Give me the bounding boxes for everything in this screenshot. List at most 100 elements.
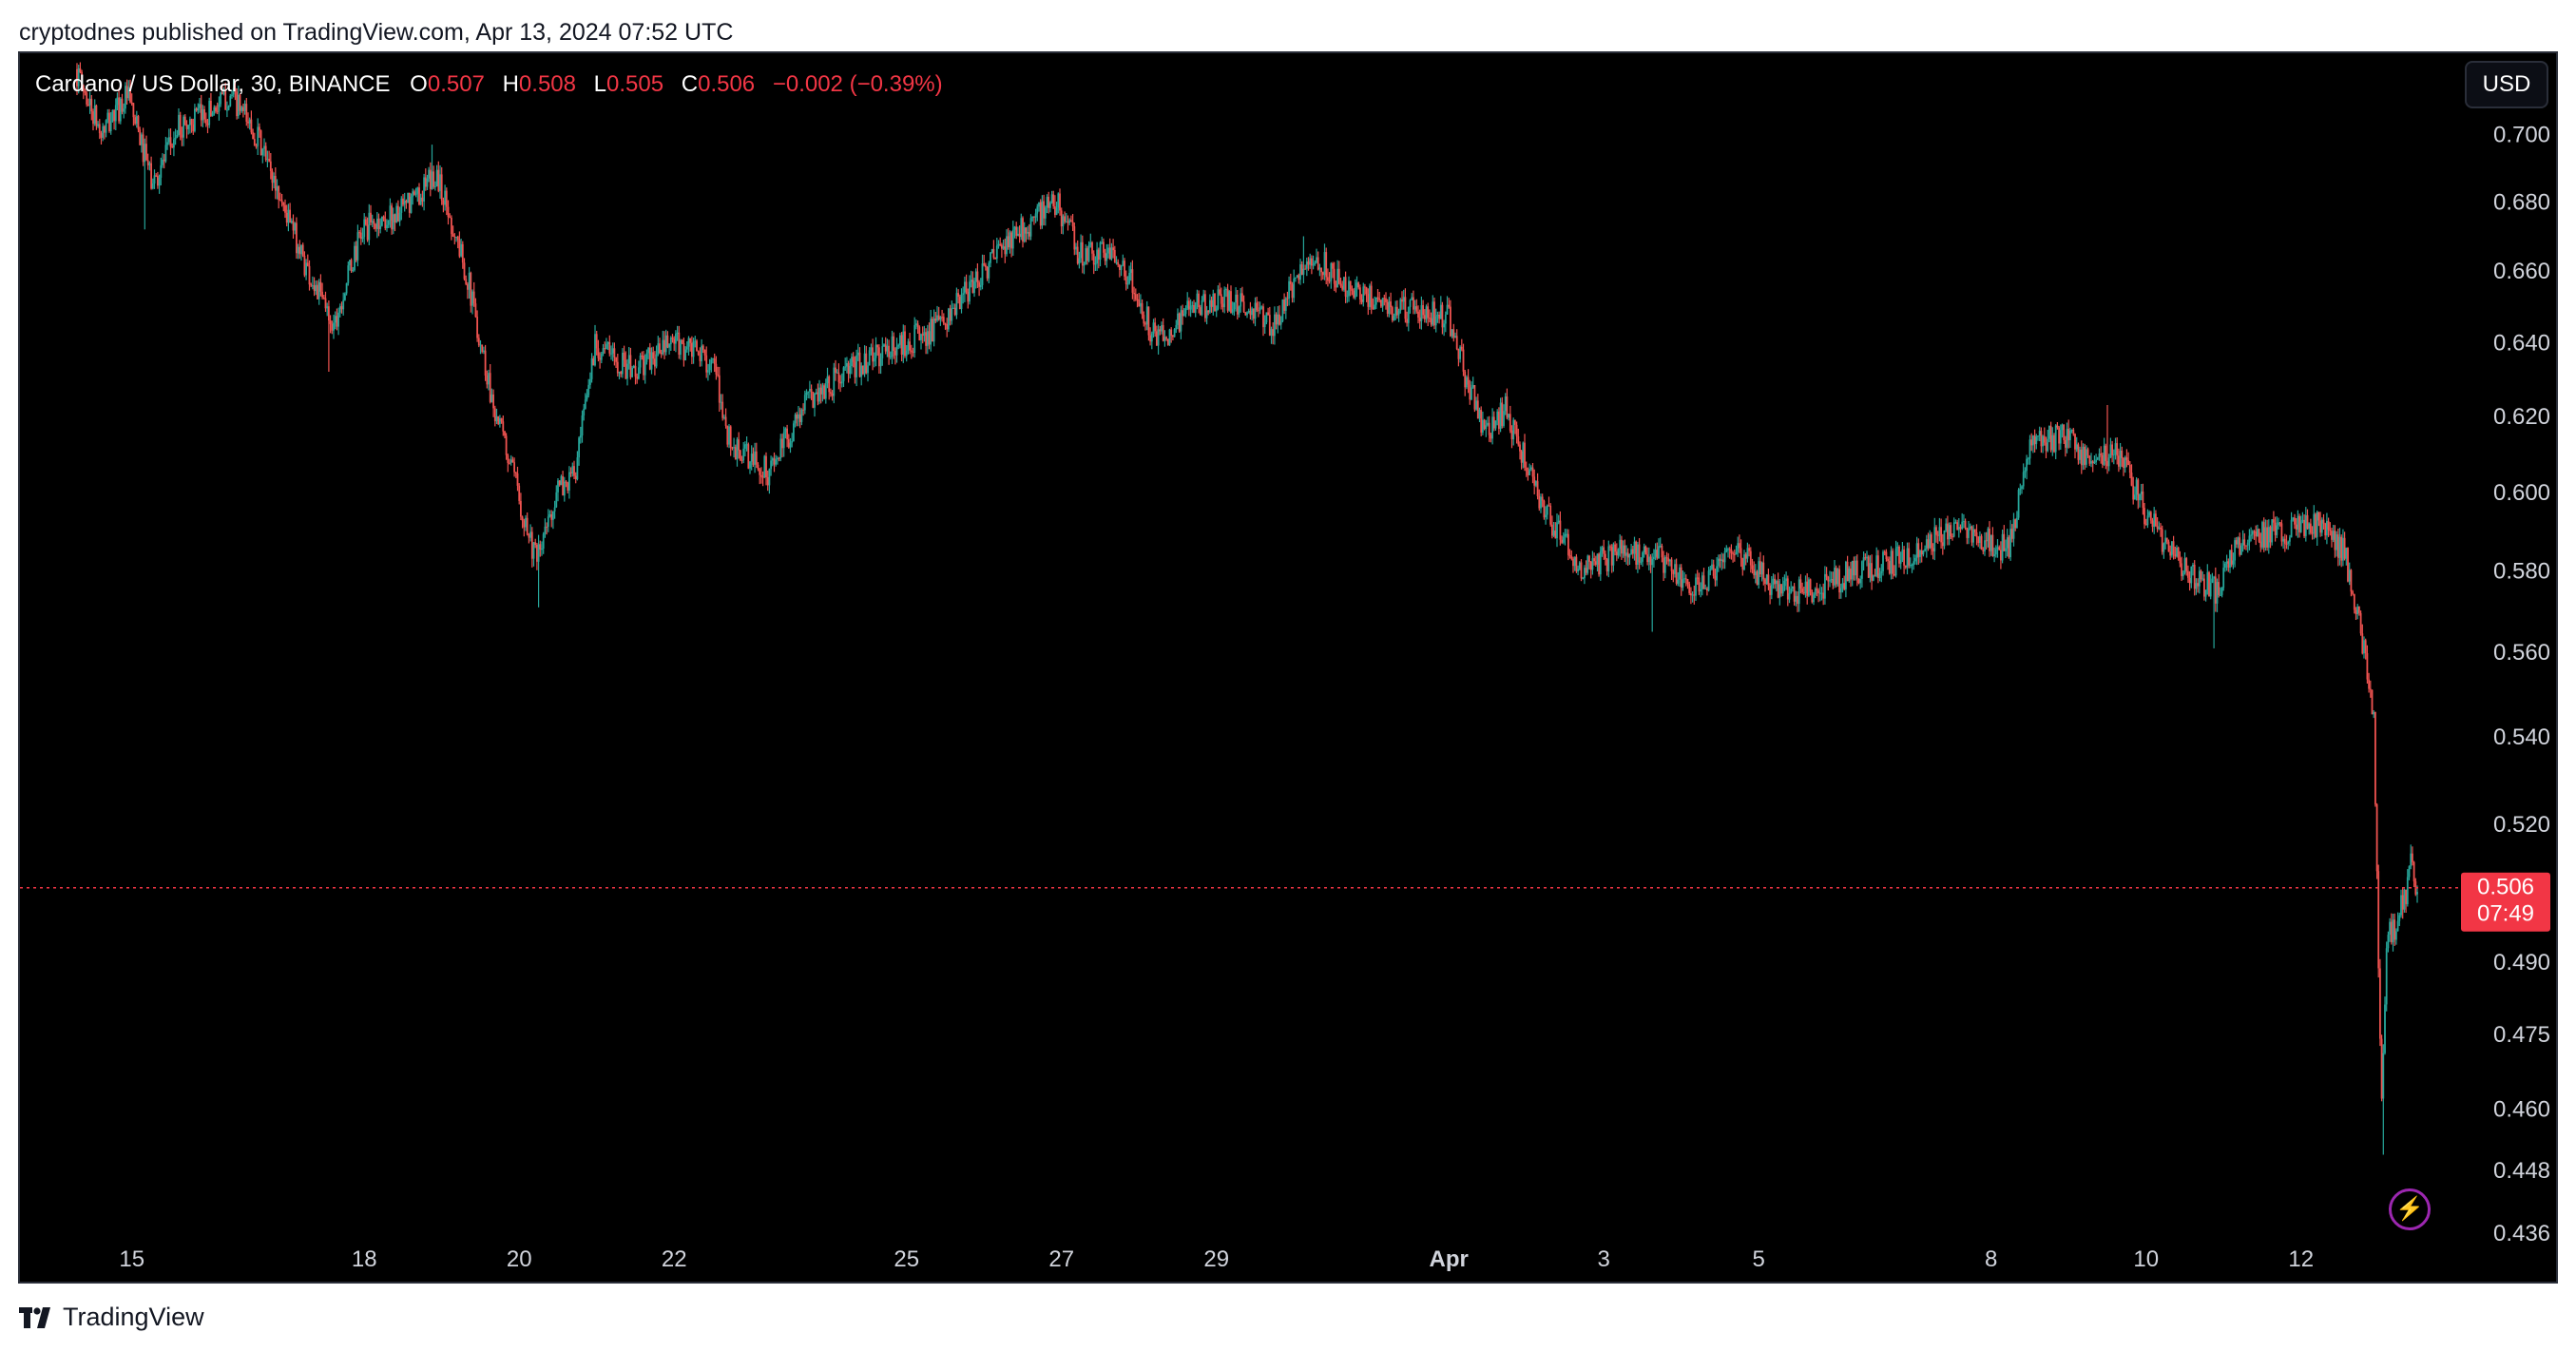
candle	[815, 388, 817, 395]
candle	[2403, 888, 2406, 913]
candle	[474, 298, 477, 319]
candle	[282, 202, 285, 212]
candle	[400, 196, 403, 221]
candle	[757, 462, 759, 472]
candle	[1797, 591, 1798, 612]
candle	[2401, 887, 2404, 919]
price-tick-label: 0.600	[2493, 480, 2550, 506]
candle	[1466, 375, 1468, 390]
time-tick-label: 3	[1598, 1246, 1610, 1272]
candle	[2051, 427, 2054, 456]
candle	[240, 106, 243, 113]
candle	[573, 460, 575, 479]
candle	[981, 254, 984, 290]
candle	[1128, 265, 1130, 285]
candle	[1756, 570, 1759, 586]
candle	[623, 345, 625, 367]
candle	[1073, 222, 1076, 256]
candle	[1776, 579, 1778, 591]
candle	[1214, 293, 1216, 312]
candle	[1890, 546, 1893, 580]
candle	[1293, 269, 1296, 303]
candle	[663, 331, 665, 359]
candle	[1233, 301, 1236, 317]
candle	[2053, 433, 2055, 454]
candle	[259, 123, 260, 138]
candle	[1691, 591, 1694, 603]
ohlc-legend: Cardano / US Dollar, 30, BINANCE O0.507 …	[35, 70, 954, 99]
candle	[1327, 268, 1329, 287]
candle	[218, 96, 221, 121]
candle	[2022, 463, 2025, 490]
candle	[2395, 928, 2397, 945]
price-tick-label: 0.520	[2493, 812, 2550, 838]
candle	[2037, 435, 2039, 441]
candle	[2390, 913, 2393, 945]
candle	[1665, 551, 1668, 565]
candle	[2086, 445, 2087, 468]
candle	[1038, 202, 1040, 212]
lightning-icon[interactable]: ⚡	[2389, 1188, 2431, 1230]
candle	[2299, 515, 2302, 533]
candle	[429, 162, 432, 197]
candle	[1529, 465, 1532, 472]
candle	[1349, 280, 1352, 297]
candle	[1661, 543, 1663, 563]
candle	[1956, 519, 1958, 531]
candle	[500, 417, 503, 424]
chart-panel[interactable]: 0.700 0.680 0.660 0.640 0.620 0.600 0.580 0.560…	[18, 51, 2558, 1284]
candle	[948, 307, 950, 333]
candle	[821, 382, 824, 402]
candle	[999, 237, 1002, 247]
candle	[1262, 303, 1264, 337]
time-tick-label: 20	[507, 1246, 532, 1272]
candle	[1163, 330, 1166, 347]
candle	[1533, 469, 1536, 494]
candle	[1836, 568, 1839, 587]
candle	[1300, 261, 1303, 276]
candle	[1568, 549, 1571, 559]
candle	[2125, 449, 2128, 468]
candle	[548, 510, 551, 518]
symbol-title[interactable]: Cardano / US Dollar, 30, BINANCE	[35, 71, 391, 97]
candle	[1354, 279, 1356, 300]
candle	[555, 485, 558, 509]
candle	[1561, 535, 1563, 545]
candle	[1679, 564, 1681, 587]
candle	[768, 468, 771, 494]
candle	[1295, 277, 1297, 282]
candle	[1052, 190, 1055, 209]
candlestick-chart[interactable]: 0.7000.6800.6600.6400.6200.6000.5800.560…	[20, 53, 2556, 1282]
candle	[836, 369, 838, 374]
candle	[164, 136, 167, 164]
candle	[721, 394, 724, 421]
candle	[2251, 530, 2254, 539]
candle	[1236, 290, 1239, 320]
candle	[2232, 552, 2235, 570]
candle	[190, 118, 193, 133]
candle	[2371, 689, 2374, 715]
candle	[1643, 543, 1645, 558]
candle	[1065, 213, 1067, 223]
candle	[1119, 263, 1121, 278]
candle	[994, 257, 996, 260]
currency-button[interactable]: USD	[2465, 61, 2548, 108]
candle	[1413, 290, 1414, 315]
candle	[608, 335, 611, 357]
candle	[1635, 540, 1638, 570]
candle	[1260, 305, 1263, 310]
candle	[812, 391, 815, 409]
candle	[1122, 254, 1125, 267]
candle	[1871, 554, 1873, 590]
candle	[932, 317, 933, 342]
candle	[1509, 405, 1511, 434]
candle	[444, 184, 446, 211]
candle	[1859, 575, 1862, 589]
candle	[1309, 253, 1312, 269]
candle	[1628, 553, 1631, 565]
candle	[1969, 523, 1971, 531]
candle	[1335, 280, 1337, 293]
candle	[1562, 531, 1565, 545]
candle	[1683, 571, 1685, 584]
candle	[660, 349, 663, 358]
